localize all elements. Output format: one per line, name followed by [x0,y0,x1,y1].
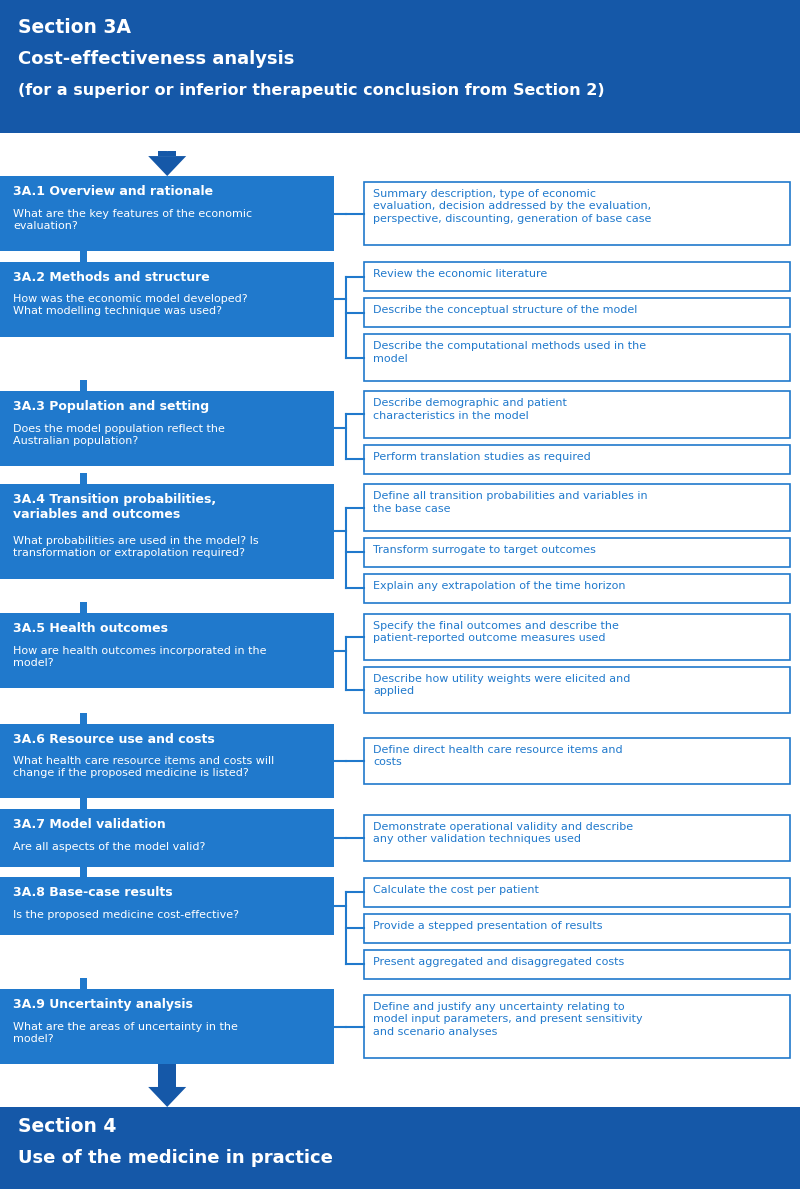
Text: How was the economic model developed?
What modelling technique was used?: How was the economic model developed? Wh… [13,295,248,316]
Text: Perform translation studies as required: Perform translation studies as required [373,452,590,463]
Text: 3A.8 Base-case results: 3A.8 Base-case results [13,887,173,899]
Bar [364,298,790,327]
Text: Describe demographic and patient
characteristics in the model: Describe demographic and patient charact… [373,398,567,421]
Bar [0,877,334,935]
Text: Calculate the cost per patient: Calculate the cost per patient [373,885,539,895]
Bar [0,391,334,466]
Text: What health care resource items and costs will
change if the proposed medicine i: What health care resource items and cost… [13,756,274,779]
Bar [0,0,800,133]
Bar [364,484,790,530]
Text: 3A.2 Methods and structure: 3A.2 Methods and structure [13,271,210,284]
Bar [364,995,790,1058]
Text: Specify the final outcomes and describe the
patient-reported outcome measures us: Specify the final outcomes and describe … [373,621,619,643]
Text: Are all aspects of the model valid?: Are all aspects of the model valid? [13,842,206,853]
Text: Cost-effectiveness analysis: Cost-effectiveness analysis [18,50,294,68]
Bar [0,176,334,251]
Text: Present aggregated and disaggregated costs: Present aggregated and disaggregated cos… [373,957,624,967]
Text: 3A.7 Model validation: 3A.7 Model validation [13,818,166,831]
Text: Define all transition probabilities and variables in
the base case: Define all transition probabilities and … [373,491,648,514]
Bar [0,989,334,1064]
Bar [80,603,87,614]
Text: What are the key features of the economic
evaluation?: What are the key features of the economi… [13,209,252,231]
Bar [80,380,87,391]
Bar [80,799,87,810]
Bar [364,667,790,713]
Text: Section 4: Section 4 [18,1116,116,1135]
Bar [0,614,334,688]
Bar [364,263,790,291]
Bar [364,877,790,907]
Bar [364,914,790,943]
Text: Does the model population reflect the
Australian population?: Does the model population reflect the Au… [13,423,225,446]
Bar [0,810,334,867]
Bar [0,484,334,579]
Bar [364,391,790,438]
Bar [80,473,87,484]
Text: 3A.4 Transition probabilities,
variables and outcomes: 3A.4 Transition probabilities, variables… [13,493,216,522]
Bar [364,537,790,567]
Text: What probabilities are used in the model? Is
transformation or extrapolation req: What probabilities are used in the model… [13,536,258,559]
Text: Describe the computational methods used in the
model: Describe the computational methods used … [373,341,646,364]
Bar [158,1064,176,1087]
Text: Transform surrogate to target outcomes: Transform surrogate to target outcomes [373,545,596,555]
Bar [364,182,790,245]
Bar [364,738,790,784]
Text: How are health outcomes incorporated in the
model?: How are health outcomes incorporated in … [13,646,266,668]
Bar [80,979,87,989]
Text: Section 3A: Section 3A [18,18,131,37]
Bar [364,814,790,861]
Text: What are the areas of uncertainty in the
model?: What are the areas of uncertainty in the… [13,1021,238,1044]
Bar [158,151,176,156]
Text: Summary description, type of economic
evaluation, decision addressed by the eval: Summary description, type of economic ev… [373,189,651,224]
Text: (for a superior or inferior therapeutic conclusion from Section 2): (for a superior or inferior therapeutic … [18,83,605,97]
Bar [80,867,87,877]
Text: 3A.1 Overview and rationale: 3A.1 Overview and rationale [13,185,213,199]
Bar [364,614,790,660]
Bar [0,1107,800,1189]
Text: Use of the medicine in practice: Use of the medicine in practice [18,1149,333,1166]
Bar [364,334,790,380]
Bar [80,712,87,724]
Bar [364,445,790,473]
Polygon shape [148,156,186,176]
Bar [364,574,790,603]
Text: 3A.9 Uncertainty analysis: 3A.9 Uncertainty analysis [13,998,193,1011]
Bar [80,251,87,262]
Bar [364,950,790,979]
Bar [0,724,334,799]
Polygon shape [148,1087,186,1107]
Text: Describe the conceptual structure of the model: Describe the conceptual structure of the… [373,306,638,315]
Bar [0,262,334,336]
Text: Demonstrate operational validity and describe
any other validation techniques us: Demonstrate operational validity and des… [373,822,633,844]
Polygon shape [122,133,212,151]
Text: 3A.3 Population and setting: 3A.3 Population and setting [13,400,209,413]
Text: Define and justify any uncertainty relating to
model input parameters, and prese: Define and justify any uncertainty relat… [373,1001,642,1037]
Text: Describe how utility weights were elicited and
applied: Describe how utility weights were elicit… [373,674,630,697]
Text: 3A.5 Health outcomes: 3A.5 Health outcomes [13,622,168,635]
Text: Is the proposed medicine cost-effective?: Is the proposed medicine cost-effective? [13,911,239,920]
Text: Review the economic literature: Review the economic literature [373,269,547,279]
Text: Explain any extrapolation of the time horizon: Explain any extrapolation of the time ho… [373,581,626,591]
Text: Provide a stepped presentation of results: Provide a stepped presentation of result… [373,921,602,931]
Text: Define direct health care resource items and
costs: Define direct health care resource items… [373,744,622,767]
Text: 3A.6 Resource use and costs: 3A.6 Resource use and costs [13,732,214,746]
